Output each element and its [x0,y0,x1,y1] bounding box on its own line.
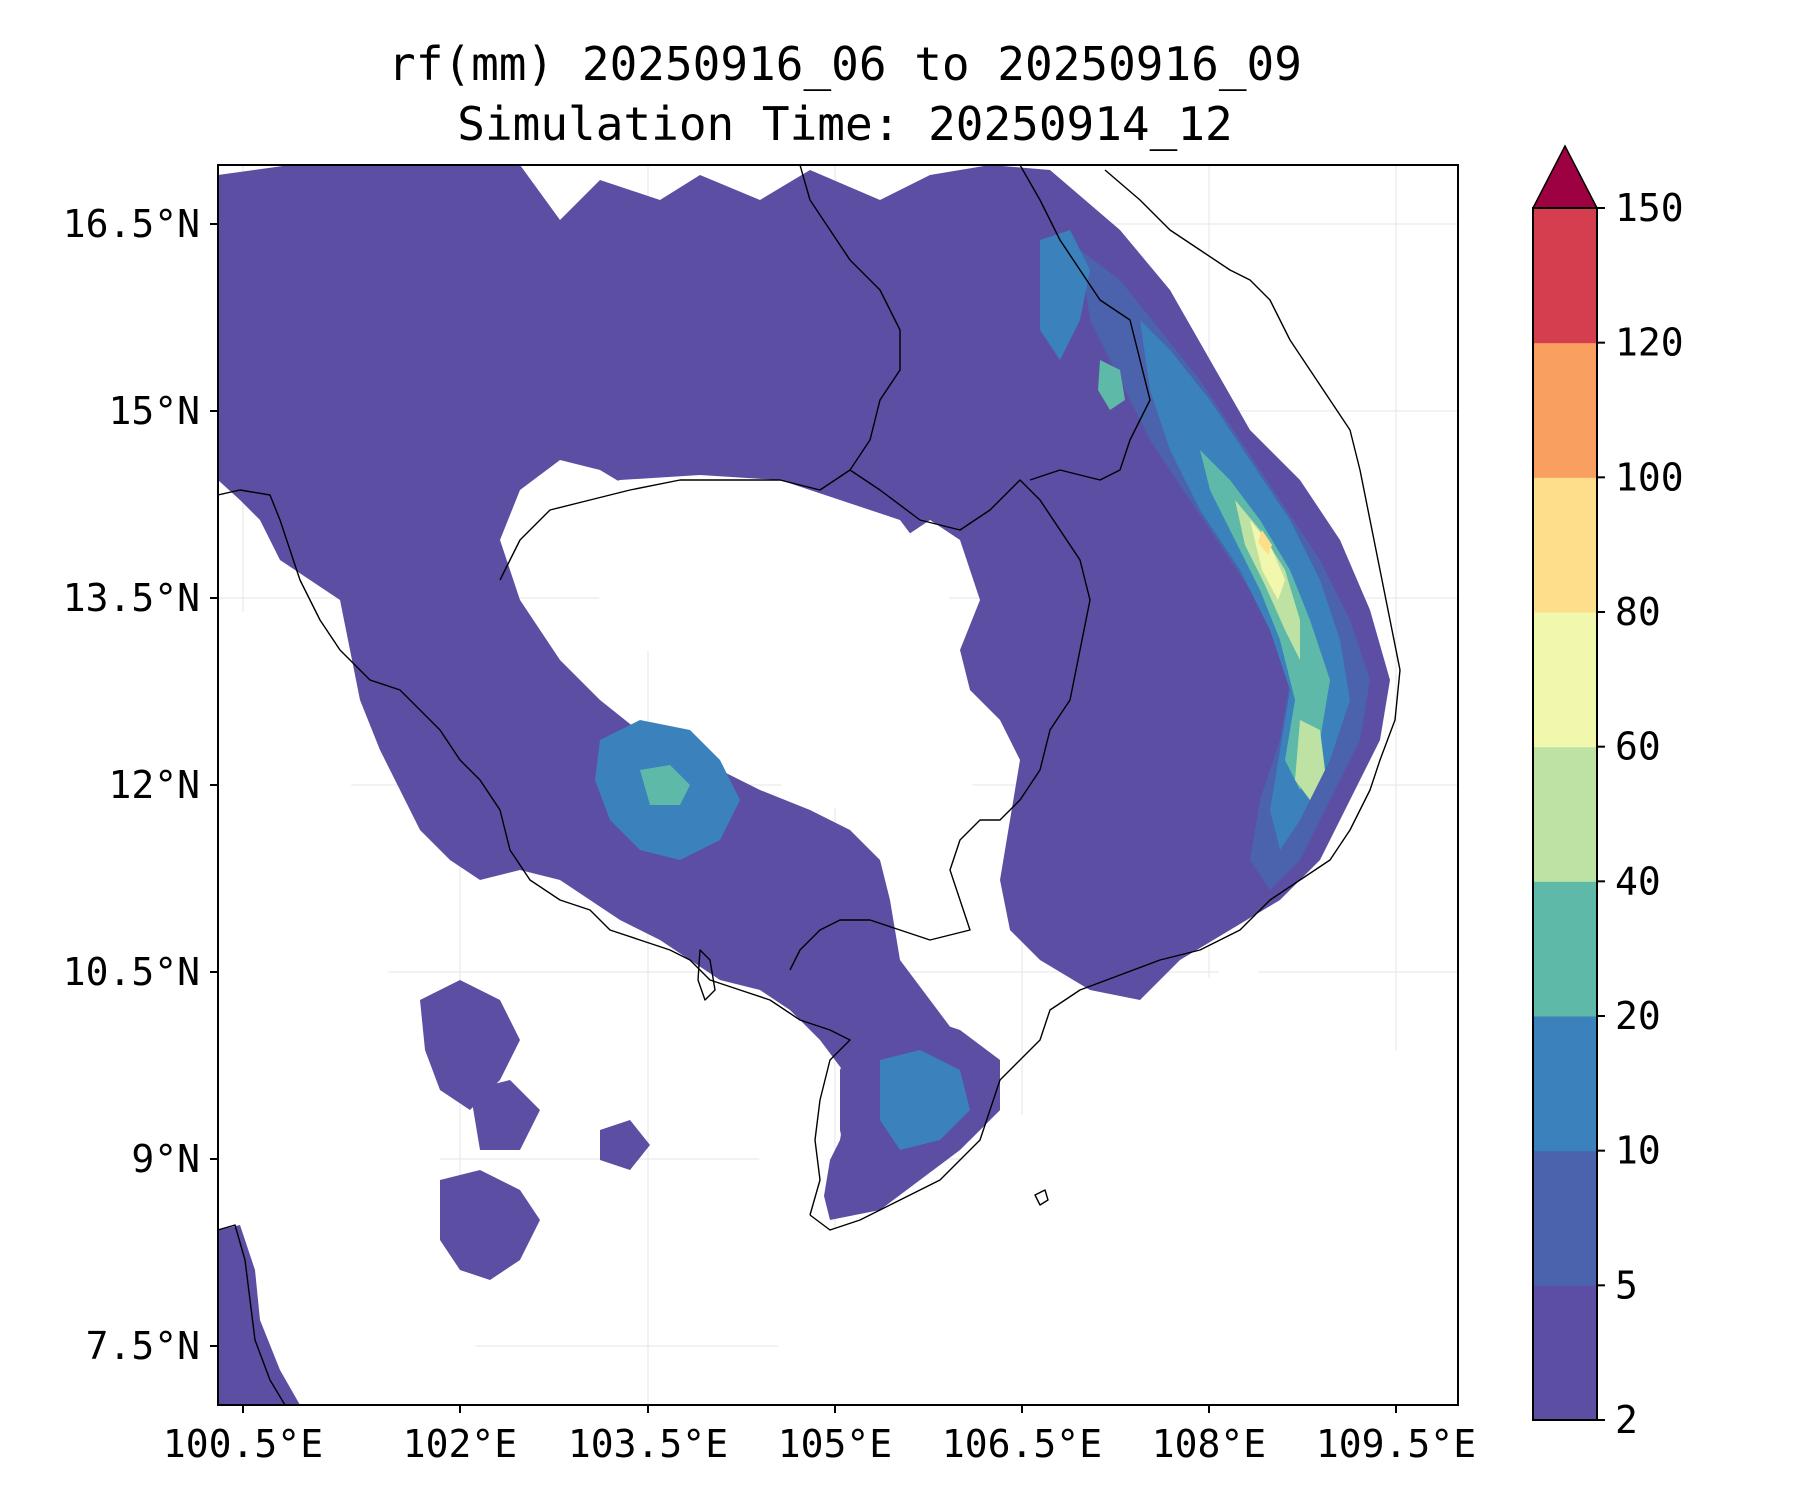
rain-band-40-60-east-2 [1295,720,1325,800]
colorbar-tick-label: 80 [1615,590,1661,634]
island-con-dao [1034,1189,1049,1206]
colorbar-swatch [1533,477,1597,613]
colorbar-swatch [1533,1016,1597,1152]
island-phu-quoc [697,949,716,1001]
colorbar-tick-label: 120 [1615,321,1684,365]
colorbar-tick-label: 40 [1615,859,1661,903]
coastlines-and-borders [218,165,1401,1405]
latitude-ticks: 16.5°N 15°N 13.5°N 12°N 10.5°N 9°N 7.5°N [63,202,218,1368]
rain-blob-20-40-north [1098,360,1125,410]
coastline-gulf-of-thailand [218,489,851,1216]
colorbar-frame [1532,207,1598,1421]
lon-tick-label: 102°E [403,1422,517,1466]
rain-blob-20-40-central [640,765,690,805]
colorbar-tick-label: 20 [1615,994,1661,1038]
coastline-vietnam-east [809,169,1401,1231]
map-area: 100.5°E 102°E 103.5°E 105°E 106.5°E 108°E 109.… [63,164,1476,1466]
lat-tick-label: 12°N [108,763,200,807]
lon-tick-label: 109.5°E [1316,1422,1476,1466]
lon-tick-label: 103.5°E [568,1422,728,1466]
lat-tick-label: 7.5°N [86,1324,200,1368]
colorbar: 2 5 10 20 40 60 80 100 120 150 [1531,144,1684,1442]
border-thailand-laos [799,165,901,471]
dry-region-cambodia [560,475,980,840]
coastline-malay-peninsula [218,1224,286,1405]
lon-tick-label: 106.5°E [942,1422,1102,1466]
colorbar-swatch [1533,881,1597,1017]
rain-region-north [218,165,1390,1220]
rain-patch-gulf-4 [600,1120,650,1170]
colorbar-tick-label: 60 [1615,725,1661,769]
border-thailand-cambodia [499,469,851,581]
chart-title-line1: rf(mm) 20250916_06 to 20250916_09 [388,37,1302,91]
colorbar-swatch [1533,1285,1597,1421]
colorbar-tick-label: 5 [1615,1263,1638,1307]
lat-tick-label: 13.5°N [63,576,200,620]
colorbar-swatch [1533,208,1597,344]
lat-tick-label: 15°N [108,389,200,433]
colorbar-extend-arrow [1531,144,1599,209]
rain-blob-10-20-delta [880,1050,970,1150]
colorbar-swatch [1533,612,1597,748]
lat-tick-label: 9°N [131,1137,200,1181]
colorbar-tick-label: 10 [1615,1129,1661,1173]
lon-tick-label: 105°E [778,1422,892,1466]
rain-band-20-40-east [1200,450,1330,790]
rain-patch-gulf-3 [470,1080,540,1150]
rain-peak-80-100-east [1258,530,1272,555]
border-cambodia-vietnam [789,469,1091,971]
lon-tick-label: 100.5°E [163,1422,323,1466]
colorbar-swatch [1533,1150,1597,1286]
border-laos-vietnam [1019,165,1151,481]
colorbar-swatch [1533,342,1597,478]
colorbar-tick-label: 2 [1615,1398,1638,1442]
colorbar-tick-label: 150 [1615,186,1684,230]
lat-tick-label: 16.5°N [63,202,200,246]
rainfall-contours [218,165,1458,1405]
longitude-ticks: 100.5°E 102°E 103.5°E 105°E 106.5°E 108°E 109.… [163,1405,1476,1466]
dry-region-south-sea [700,960,1458,1405]
colorbar-ticks: 2 5 10 20 40 60 80 100 120 150 [1597,186,1684,1442]
colorbar-swatches [1533,208,1597,1421]
lat-tick-label: 10.5°N [63,950,200,994]
rain-blob-10-20-north [1040,230,1090,360]
rain-patch-gulf-2 [440,1170,540,1280]
colorbar-tick-label: 100 [1615,455,1684,499]
rain-patch-gulf-1 [420,980,520,1110]
colorbar-swatch [1533,746,1597,882]
chart-title-line2: Simulation Time: 20250914_12 [457,97,1233,151]
lon-tick-label: 108°E [1152,1422,1266,1466]
dry-region-gulf [218,600,480,1405]
rain-patch-southwest [218,1225,300,1405]
